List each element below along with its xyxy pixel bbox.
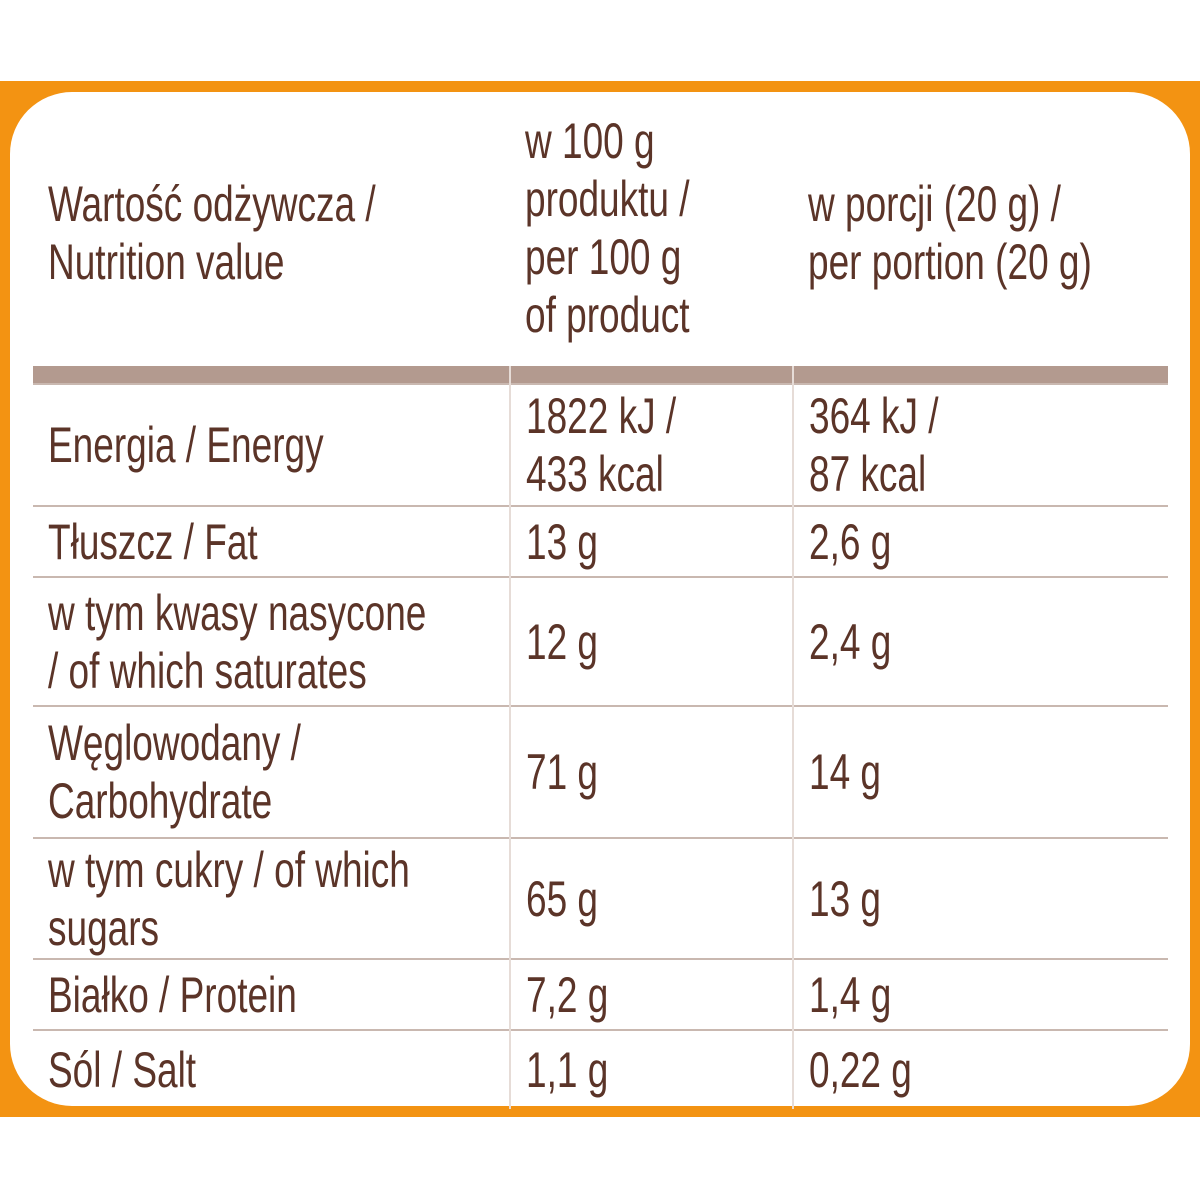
value-per-100g: 13 g bbox=[509, 505, 793, 577]
table-row: w tym kwasy nasycone / of which saturates… bbox=[33, 576, 1168, 706]
value-per-portion: 13 g bbox=[792, 837, 1168, 959]
header-line: w 100 g bbox=[525, 113, 655, 169]
value-per-portion: 0,22 g bbox=[792, 1029, 1168, 1109]
cell-line: 1,4 g bbox=[809, 966, 892, 1023]
cell-line: w tym cukry / of which bbox=[48, 841, 410, 898]
nutrient-name: Węglowodany / Carbohydrate bbox=[33, 705, 510, 838]
header-rule bbox=[33, 366, 1168, 384]
header-per-100g: w 100 g produktu / per 100 g of product bbox=[510, 100, 793, 366]
table-row: Białko / Protein 7,2 g 1,4 g bbox=[33, 958, 1168, 1030]
nutrition-table: Wartość odżywcza / Nutrition value w 100 … bbox=[33, 100, 1168, 1109]
cell-line: Carbohydrate bbox=[48, 773, 273, 829]
value-per-100g: 65 g bbox=[509, 837, 793, 959]
nutrient-name: Tłuszcz / Fat bbox=[33, 505, 510, 577]
value-per-portion: 2,4 g bbox=[792, 576, 1168, 706]
cell-line: 1,1 g bbox=[526, 1042, 609, 1098]
value-per-portion: 364 kJ /87 kcal bbox=[792, 383, 1168, 506]
cell-line: 13 g bbox=[526, 513, 599, 570]
cell-line: 7,2 g bbox=[526, 966, 609, 1023]
nutrient-name: w tym cukry / of which sugars bbox=[33, 837, 510, 959]
nutrient-name: Sól / Salt bbox=[33, 1029, 510, 1109]
cell-line: / of which saturates bbox=[48, 642, 367, 699]
header-line: Wartość odżywcza / bbox=[48, 176, 376, 232]
header-per-portion: w porcji (20 g) / per portion (20 g) bbox=[793, 100, 1168, 366]
value-per-portion: 14 g bbox=[792, 705, 1168, 838]
cell-line: 14 g bbox=[809, 744, 882, 800]
table-row: w tym cukry / of which sugars 65 g 13 g bbox=[33, 837, 1168, 959]
table-row: Sól / Salt 1,1 g 0,22 g bbox=[33, 1029, 1168, 1109]
cell-line: 65 g bbox=[526, 870, 599, 927]
cell-line: Energia / Energy bbox=[48, 417, 324, 473]
cell-line: Białko / Protein bbox=[48, 966, 297, 1023]
table-header: Wartość odżywcza / Nutrition value w 100 … bbox=[33, 100, 1168, 366]
header-line: per portion (20 g) bbox=[808, 234, 1092, 290]
cell-line: Tłuszcz / Fat bbox=[48, 513, 258, 570]
nutrient-name: Energia / Energy bbox=[33, 383, 510, 506]
cell-line: Węglowodany / bbox=[48, 715, 301, 771]
cell-line: 2,6 g bbox=[809, 513, 892, 570]
nutrient-name: Białko / Protein bbox=[33, 958, 510, 1030]
cell-line: 0,22 g bbox=[809, 1042, 912, 1098]
value-per-100g: 12 g bbox=[509, 576, 793, 706]
cell-line: 13 g bbox=[809, 870, 882, 927]
cell-line: 1822 kJ / bbox=[526, 388, 677, 444]
cell-line: sugars bbox=[48, 899, 160, 956]
header-line: per 100 g bbox=[525, 229, 682, 285]
cell-line: 71 g bbox=[526, 744, 599, 800]
header-line: of product bbox=[525, 287, 690, 343]
value-per-portion: 1,4 g bbox=[792, 958, 1168, 1030]
cell-line: 364 kJ / bbox=[809, 388, 939, 444]
cell-line: w tym kwasy nasycone bbox=[48, 584, 427, 641]
value-per-100g: 71 g bbox=[509, 705, 793, 838]
cell-line: Sól / Salt bbox=[48, 1042, 197, 1098]
cell-line: 87 kcal bbox=[809, 446, 927, 502]
cell-line: 2,4 g bbox=[809, 613, 892, 670]
header-line: produktu / bbox=[525, 171, 690, 227]
value-per-100g: 1822 kJ /433 kcal bbox=[509, 383, 793, 506]
value-per-portion: 2,6 g bbox=[792, 505, 1168, 577]
table-row: Energia / Energy 1822 kJ /433 kcal 364 kJ … bbox=[33, 383, 1168, 506]
header-line: Nutrition value bbox=[48, 234, 285, 290]
header-nutrition-value: Wartość odżywcza / Nutrition value bbox=[33, 100, 510, 366]
table-row: Tłuszcz / Fat 13 g 2,6 g bbox=[33, 505, 1168, 577]
value-per-100g: 1,1 g bbox=[509, 1029, 793, 1109]
value-per-100g: 7,2 g bbox=[509, 958, 793, 1030]
nutrient-name: w tym kwasy nasycone / of which saturates bbox=[33, 576, 510, 706]
table-row: Węglowodany / Carbohydrate 71 g 14 g bbox=[33, 705, 1168, 838]
cell-line: 433 kcal bbox=[526, 446, 664, 502]
cell-line: 12 g bbox=[526, 613, 599, 670]
header-line: w porcji (20 g) / bbox=[808, 176, 1061, 232]
